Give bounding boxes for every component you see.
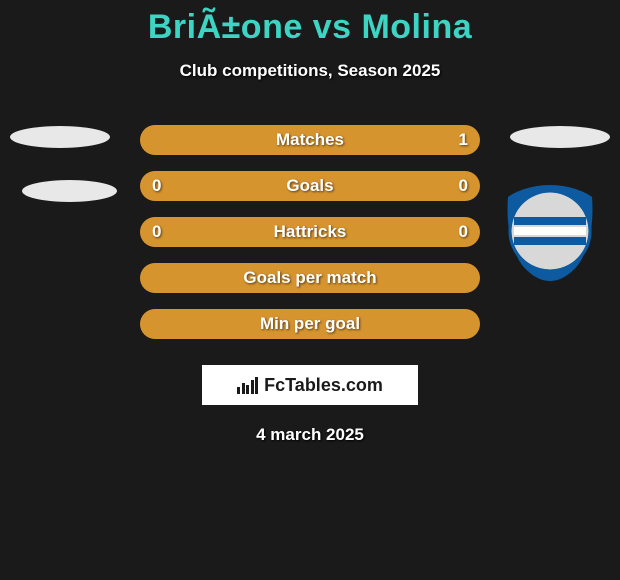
bar-chart-icon xyxy=(237,377,258,394)
stat-row: Goals per match xyxy=(0,263,620,309)
stat-bar-hattricks: 0 Hattricks 0 xyxy=(140,217,480,247)
header: BriÃ±one vs Molina Club competitions, Se… xyxy=(0,0,620,81)
stat-row: Min per goal xyxy=(0,309,620,355)
stat-label: Matches xyxy=(276,130,344,150)
stat-label: Goals xyxy=(286,176,333,196)
date-label: 4 march 2025 xyxy=(0,425,620,445)
stat-bar-min-per-goal: Min per goal xyxy=(140,309,480,339)
stats-container: Matches 1 0 Goals 0 0 Hattricks 0 Goals … xyxy=(0,125,620,355)
page-subtitle: Club competitions, Season 2025 xyxy=(0,61,620,81)
stat-bar-goals-per-match: Goals per match xyxy=(140,263,480,293)
stat-label: Hattricks xyxy=(274,222,347,242)
stat-left-value: 0 xyxy=(152,176,161,196)
stat-bar-matches: Matches 1 xyxy=(140,125,480,155)
page-title: BriÃ±one vs Molina xyxy=(0,8,620,47)
stat-right-value: 0 xyxy=(459,222,468,242)
stat-left-value: 0 xyxy=(152,222,161,242)
fctables-brand-text: FcTables.com xyxy=(264,375,383,396)
stat-row: 0 Goals 0 xyxy=(0,171,620,217)
stat-right-value: 0 xyxy=(459,176,468,196)
stat-row: Matches 1 xyxy=(0,125,620,171)
stat-label: Goals per match xyxy=(243,268,376,288)
stat-right-value: 1 xyxy=(459,130,468,150)
stat-bar-goals: 0 Goals 0 xyxy=(140,171,480,201)
stat-row: 0 Hattricks 0 xyxy=(0,217,620,263)
stat-label: Min per goal xyxy=(260,314,360,334)
fctables-link[interactable]: FcTables.com xyxy=(202,365,418,405)
